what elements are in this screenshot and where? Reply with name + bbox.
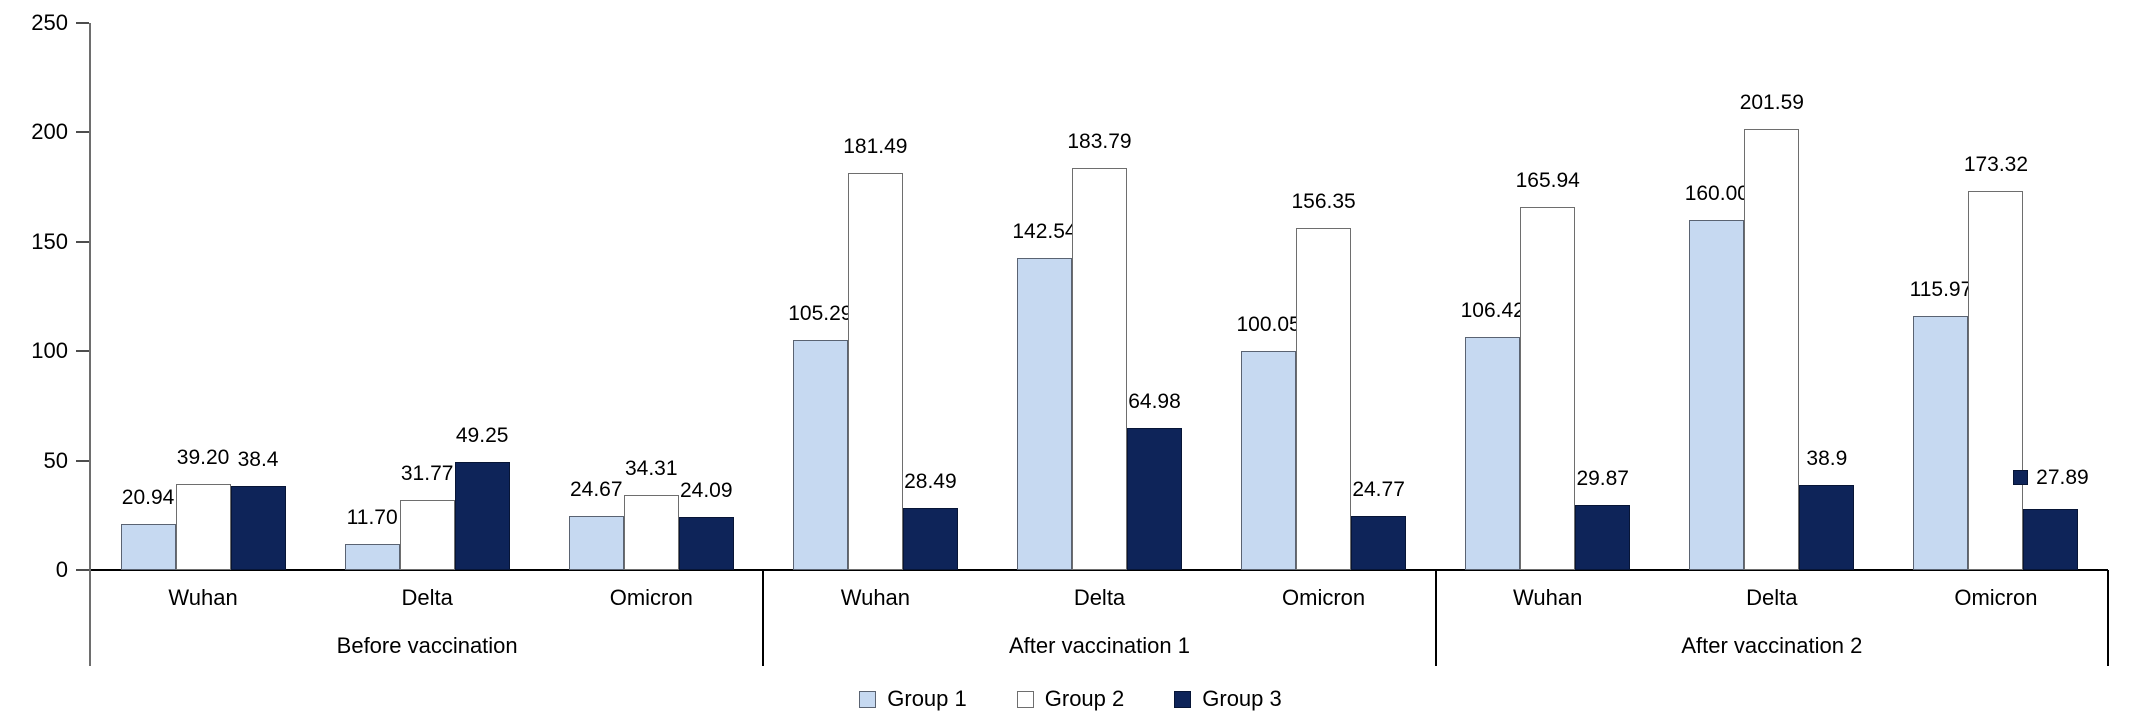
bar-group-1 (1241, 351, 1297, 570)
panel-label: After vaccination 2 (1681, 633, 1863, 658)
bar-value-label: 38.9 (1806, 446, 1848, 470)
legend-swatch (1016, 690, 1034, 708)
legend-item-group-2: Group 2 (1016, 686, 1125, 712)
bar-value-label: 28.49 (904, 469, 957, 493)
bar-group-1 (120, 524, 176, 570)
bar-group-2 (1296, 227, 1352, 570)
bar-group-1 (344, 544, 400, 570)
bar-value-label: 24.77 (1352, 477, 1405, 501)
category-label: Delta (1746, 585, 1798, 610)
legend-item-group-3: Group 3 (1174, 686, 1282, 712)
y-axis-tick-label: 50 (43, 447, 68, 473)
bar-value-label: 181.49 (843, 134, 908, 158)
bar-group-3 (1575, 504, 1631, 570)
bar-group-1 (1913, 316, 1969, 570)
legend-label: Group 3 (1202, 686, 1282, 711)
bar-value-label: 201.59 (1739, 90, 1804, 114)
bar-group-1 (1465, 337, 1521, 570)
bar-group-1 (792, 339, 848, 570)
bar-value-label: 38.4 (237, 447, 279, 471)
y-axis-tick-label: 150 (31, 228, 68, 254)
bar-value-label: 27.89 (1966, 465, 2136, 491)
legend-swatch (1174, 690, 1192, 708)
bar-group-3 (454, 462, 510, 570)
panel-divider (1434, 570, 1437, 666)
data-label-legend-key (2013, 469, 2029, 485)
bar-value-label: 165.94 (1515, 168, 1580, 192)
legend-item-group-1: Group 1 (859, 686, 967, 712)
bar-group-2 (847, 172, 903, 570)
y-axis-tick-label: 200 (31, 119, 68, 145)
bar-group-2 (1744, 128, 1800, 570)
bar-value-label: 49.25 (455, 424, 509, 448)
bar-group-3 (1799, 484, 1855, 570)
bar-value-label: 183.79 (1067, 129, 1132, 153)
category-label: Omicron (609, 585, 693, 610)
bar-value-label: 11.70 (346, 506, 398, 530)
bar-value-label: 39.20 (176, 446, 230, 470)
bar-value-label: 160.00 (1684, 181, 1749, 205)
category-label: Wuhan (168, 585, 238, 610)
y-axis-tick-label: 250 (31, 10, 68, 35)
bar-value-label: 34.31 (624, 456, 678, 480)
bar-group-2 (623, 494, 679, 570)
bar-group-3 (230, 485, 286, 570)
category-label: Wuhan (840, 585, 911, 610)
y-axis-tick (76, 240, 89, 243)
bar-group-3 (2023, 508, 2079, 570)
panel-label: Before vaccination (336, 633, 518, 658)
bar-value-label: 29.87 (1576, 466, 1629, 490)
bar-value-label: 24.67 (569, 478, 623, 502)
y-axis-tick (76, 569, 89, 571)
legend-label: Group 1 (887, 686, 967, 711)
panel-divider (762, 570, 765, 666)
bar-group-2 (1520, 206, 1576, 570)
bar-value-label: 105.29 (788, 301, 853, 325)
y-axis-line (89, 23, 91, 666)
y-axis-tick (76, 22, 89, 24)
bar-group-1 (568, 516, 624, 570)
bar-group-2 (399, 500, 455, 570)
bar-value-label: 24.09 (679, 479, 733, 503)
y-axis-tick (76, 131, 89, 134)
panel-label: After vaccination 1 (1009, 633, 1190, 658)
bar-group-2 (175, 484, 231, 570)
bar-value-label: 115.97 (1909, 278, 1973, 302)
category-label: Delta (401, 585, 453, 610)
y-axis-tick (76, 350, 89, 353)
legend-label: Group 2 (1044, 686, 1125, 711)
bar-group-3 (678, 517, 734, 570)
bar-value-label: 20.94 (121, 486, 175, 510)
bar-group-2 (1968, 190, 2024, 570)
bar-value-label: 64.98 (1128, 389, 1181, 413)
bar-value-label: 173.32 (1963, 152, 2029, 176)
bar-group-1 (1689, 219, 1745, 570)
category-label: Wuhan (1513, 585, 1583, 610)
bar-group-1 (1017, 258, 1072, 570)
bar-group-3 (1351, 515, 1407, 570)
bar-group-3 (1127, 427, 1182, 570)
bar-value-label: 31.77 (400, 462, 454, 486)
bar-value-label: 142.54 (1012, 220, 1077, 244)
legend: Group 1 Group 2 Group 3 (0, 686, 2141, 712)
bar-group-3 (902, 507, 958, 570)
legend-swatch (859, 690, 877, 708)
bar-value-label: 100.05 (1236, 313, 1301, 337)
y-axis-tick-label: 100 (31, 338, 68, 364)
category-label: Delta (1073, 585, 1126, 610)
bar-group-2 (1072, 167, 1127, 570)
bar-value-label: 156.35 (1291, 189, 1356, 213)
category-label: Omicron (1282, 585, 1366, 610)
category-label: Omicron (1954, 585, 2038, 610)
y-axis-tick (76, 459, 89, 462)
panel-divider (2107, 570, 2109, 666)
x-axis-line (91, 569, 2108, 571)
bar-value-label: 106.42 (1460, 299, 1525, 323)
y-axis-tick-label: 0 (55, 557, 68, 582)
